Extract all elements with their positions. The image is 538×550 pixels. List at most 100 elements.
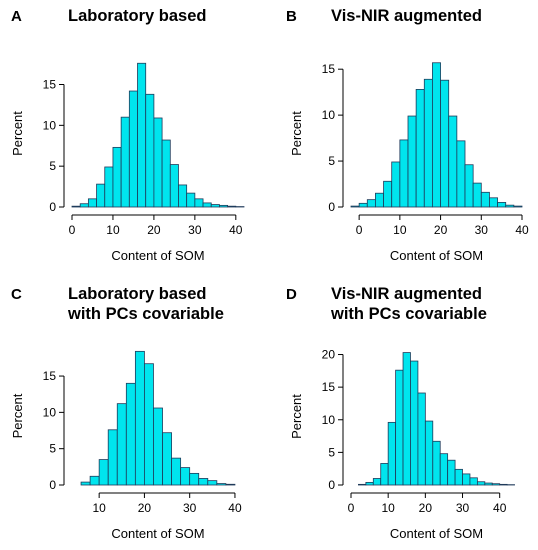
chart-subtitle: with PCs covariable	[331, 305, 487, 323]
histogram-bar	[98, 459, 109, 486]
histogram-panel-b: B Vis-NIR augmented 0 10 20 30 40 Content of …	[269, 0, 538, 275]
histogram-bar	[227, 205, 237, 208]
histogram-bar	[432, 440, 441, 486]
histogram-bar	[180, 467, 191, 486]
histogram-bar	[387, 421, 396, 486]
x-tick-label: 0	[348, 501, 355, 515]
y-tick-label: 0	[49, 478, 56, 492]
x-tick-label: 20	[434, 223, 448, 237]
x-axis-label: Content of SOM	[390, 526, 483, 541]
x-axis-label: Content of SOM	[111, 526, 204, 541]
histogram-bar	[162, 432, 172, 486]
histogram-bar	[399, 139, 409, 208]
y-tick-label: 5	[328, 154, 335, 168]
histogram-panel-a: A Laboratory based 0 10 20 30 40 Content of S…	[0, 0, 269, 275]
histogram-bar	[424, 420, 434, 486]
histogram-bar	[116, 403, 127, 486]
histogram-bar	[497, 202, 507, 208]
histogram-bar	[79, 203, 89, 208]
histogram-bar	[423, 78, 433, 208]
chart-title: Vis-NIR augmented	[331, 285, 482, 303]
histogram-svg: 0 10 20 30 40 Content of SOM 0 5 10 15 20 Percent	[289, 348, 515, 541]
histogram-bar	[484, 482, 493, 486]
histogram-svg: 10 20 30 40 Content of SOM 0 5 10 15 Percent	[10, 350, 242, 541]
histogram-bar	[505, 204, 515, 208]
y-tick-label: 15	[322, 380, 336, 394]
histogram-bar	[216, 483, 227, 486]
chart-title: Laboratory based	[68, 7, 207, 25]
x-tick-label: 40	[515, 223, 529, 237]
histogram-bar	[513, 205, 523, 208]
histogram-bar	[161, 139, 171, 208]
y-tick-label: 15	[43, 78, 57, 92]
histogram-bar	[134, 350, 145, 486]
y-axis-label: Percent	[10, 393, 25, 438]
x-tick-label: 0	[356, 223, 363, 237]
x-tick-label: 30	[475, 223, 489, 237]
y-tick-label: 0	[328, 478, 335, 492]
x-axis-label: Content of SOM	[390, 248, 483, 263]
y-tick-label: 20	[322, 348, 336, 362]
histogram-bar	[447, 459, 456, 486]
histogram-bar	[87, 198, 97, 208]
y-tick-label: 0	[328, 200, 335, 214]
x-tick-label: 10	[393, 223, 407, 237]
histogram-bar	[169, 164, 179, 208]
histogram-svg: 0 10 20 30 40 Content of SOM 0 5 10 15 Percent	[289, 62, 529, 263]
y-tick-label: 10	[322, 108, 336, 122]
histogram-bar	[417, 392, 426, 486]
y-tick-label: 5	[328, 445, 335, 459]
histogram-bar	[366, 199, 376, 208]
histogram-bar	[153, 117, 163, 208]
histogram-bar	[189, 472, 200, 486]
y-tick-label: 5	[49, 442, 56, 456]
histogram-bar	[71, 205, 81, 208]
histogram-bar	[198, 478, 209, 486]
panel-letter: D	[286, 286, 297, 303]
histogram-bar	[410, 360, 419, 486]
y-tick-label: 10	[43, 405, 57, 419]
histogram-panel-d: D Vis-NIR augmented with PCs covariable …	[269, 275, 538, 550]
histogram-bar	[415, 89, 425, 208]
y-tick-label: 5	[49, 159, 56, 173]
histogram-bar	[350, 205, 360, 208]
y-tick-label: 0	[49, 200, 56, 214]
histogram-bar	[171, 457, 182, 486]
histogram-bar	[489, 197, 498, 208]
histogram-bar	[89, 475, 100, 486]
histogram-bar	[448, 115, 458, 208]
histogram-bar	[207, 480, 218, 486]
chart-title: Vis-NIR augmented	[331, 7, 482, 25]
y-tick-label: 10	[43, 118, 57, 132]
histogram-bar	[391, 161, 401, 208]
x-tick-label: 20	[419, 501, 433, 515]
histogram-bar	[120, 116, 130, 208]
histogram-bar	[225, 483, 236, 486]
histogram-bar	[96, 183, 106, 208]
y-tick-label: 15	[322, 62, 336, 76]
histogram-bar	[440, 79, 450, 208]
histogram-panel-c: C Laboratory based with PCs covariable 1…	[0, 275, 269, 550]
histogram-bar	[402, 352, 411, 486]
histogram-bar	[104, 166, 114, 208]
histogram-bar	[491, 483, 501, 486]
panel-letter: B	[286, 8, 297, 25]
x-tick-label: 10	[381, 501, 395, 515]
y-tick-label: 10	[322, 413, 336, 427]
chart-title: Laboratory based	[68, 285, 207, 303]
x-tick-label: 20	[147, 223, 161, 237]
x-tick-label: 40	[493, 501, 507, 515]
histogram-bar	[375, 192, 384, 208]
histogram-bar	[476, 481, 486, 486]
y-axis-label: Percent	[289, 394, 304, 439]
y-axis-label: Percent	[289, 111, 304, 156]
histogram-bar	[219, 204, 229, 208]
panel-letter: C	[11, 286, 22, 303]
x-tick-label: 10	[92, 501, 106, 515]
histogram-bar	[137, 62, 147, 208]
histogram-bar	[383, 180, 393, 208]
histogram-bar	[472, 182, 482, 208]
histogram-bar	[210, 204, 220, 208]
histogram-bar	[358, 202, 368, 208]
histogram-bar	[395, 369, 404, 486]
